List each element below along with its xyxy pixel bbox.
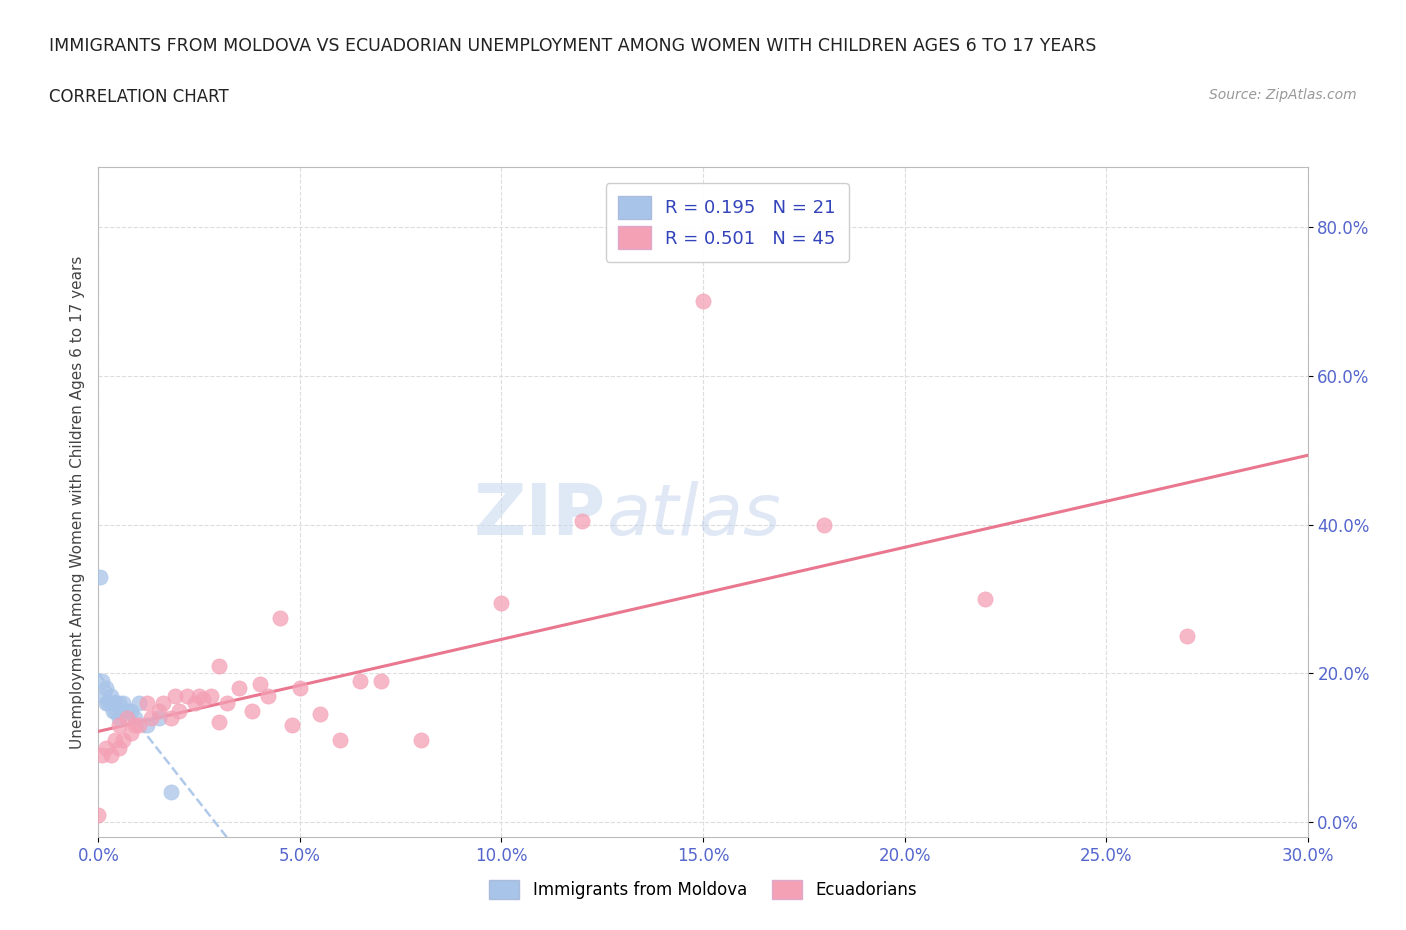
Point — [256, 688, 278, 703]
Point — [115, 703, 138, 718]
Point — [813, 517, 835, 532]
Point — [97, 696, 120, 711]
Point — [208, 658, 231, 673]
Text: CORRELATION CHART: CORRELATION CHART — [49, 88, 229, 106]
Point — [269, 610, 291, 625]
Point — [103, 703, 125, 718]
Y-axis label: Unemployment Among Women with Children Ages 6 to 17 years: Unemployment Among Women with Children A… — [69, 256, 84, 749]
Point — [107, 740, 129, 755]
Point — [87, 807, 110, 822]
Point — [91, 748, 114, 763]
Point — [152, 696, 174, 711]
Point — [176, 688, 198, 703]
Point — [124, 711, 146, 725]
Point — [163, 688, 186, 703]
Point — [124, 718, 146, 733]
Point — [100, 748, 122, 763]
Point — [103, 696, 125, 711]
Point — [107, 718, 129, 733]
Point — [409, 733, 432, 748]
Point — [217, 696, 239, 711]
Text: Source: ZipAtlas.com: Source: ZipAtlas.com — [1209, 88, 1357, 102]
Point — [491, 595, 513, 610]
Point — [148, 703, 170, 718]
Text: IMMIGRANTS FROM MOLDOVA VS ECUADORIAN UNEMPLOYMENT AMONG WOMEN WITH CHILDREN AGE: IMMIGRANTS FROM MOLDOVA VS ECUADORIAN UN… — [49, 37, 1097, 55]
Point — [128, 718, 150, 733]
Point — [167, 703, 190, 718]
Point — [101, 703, 124, 718]
Point — [193, 692, 215, 707]
Point — [139, 711, 162, 725]
Point — [103, 733, 125, 748]
Point — [208, 714, 231, 729]
Point — [692, 294, 714, 309]
Point — [91, 673, 114, 688]
Point — [281, 718, 304, 733]
Point — [107, 711, 129, 725]
Point — [115, 711, 138, 725]
Point — [107, 696, 129, 711]
Point — [228, 681, 250, 696]
Point — [111, 733, 134, 748]
Point — [111, 696, 134, 711]
Point — [96, 740, 118, 755]
Point — [96, 681, 118, 696]
Point — [188, 688, 211, 703]
Point — [93, 688, 115, 703]
Point — [148, 711, 170, 725]
Point — [184, 696, 207, 711]
Point — [96, 696, 118, 711]
Point — [571, 513, 593, 528]
Point — [100, 688, 122, 703]
Point — [89, 569, 111, 584]
Point — [288, 681, 311, 696]
Text: atlas: atlas — [606, 481, 780, 550]
Point — [240, 703, 263, 718]
Point — [1175, 629, 1198, 644]
Point — [135, 718, 157, 733]
Point — [370, 673, 392, 688]
Point — [200, 688, 222, 703]
Point — [128, 696, 150, 711]
Point — [160, 785, 183, 800]
Point — [309, 707, 332, 722]
Point — [100, 696, 122, 711]
Point — [120, 725, 142, 740]
Legend: Immigrants from Moldova, Ecuadorians: Immigrants from Moldova, Ecuadorians — [481, 871, 925, 908]
Point — [160, 711, 183, 725]
Text: ZIP: ZIP — [474, 481, 606, 550]
Point — [974, 591, 997, 606]
Point — [135, 696, 157, 711]
Point — [249, 677, 271, 692]
Legend: R = 0.195   N = 21, R = 0.501   N = 45: R = 0.195 N = 21, R = 0.501 N = 45 — [606, 183, 849, 262]
Point — [120, 703, 142, 718]
Point — [329, 733, 352, 748]
Point — [349, 673, 371, 688]
